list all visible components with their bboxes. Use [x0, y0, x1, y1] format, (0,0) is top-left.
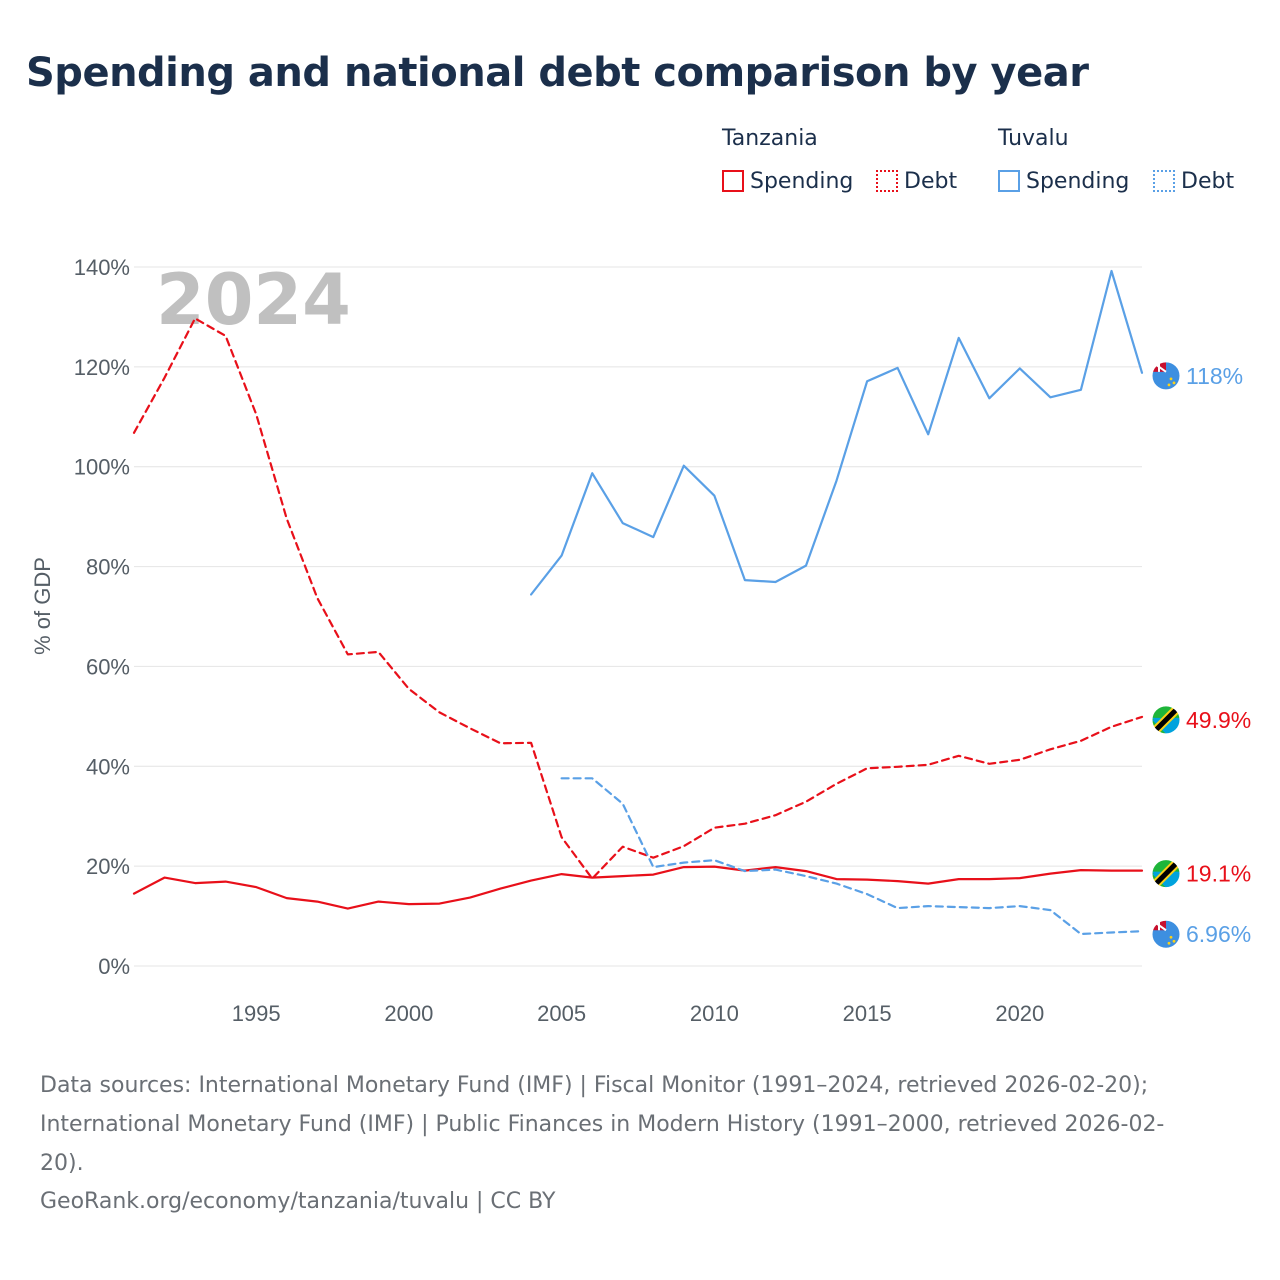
x-tick-label: 2005: [537, 1001, 586, 1026]
legend-item-tanzania-spending[interactable]: Spending: [722, 166, 853, 196]
legend-label-tuvalu-spending: Spending: [1026, 168, 1130, 194]
series-endpoints: 118% 49.9% 19.1% 6.96%: [1151, 361, 1251, 949]
end-value-label: 49.9%: [1186, 707, 1251, 733]
legend-item-tanzania-debt[interactable]: Debt: [876, 166, 957, 196]
series-line-tanzania-spending[interactable]: [132, 865, 1144, 910]
y-tick-label: 40%: [86, 754, 130, 779]
y-tick-label: 60%: [86, 654, 130, 679]
tuvalu-flag-icon: [1151, 361, 1181, 391]
legend-group-tanzania: Tanzania: [722, 126, 818, 151]
x-axis-ticks: 1995 2000 2005 2010 2015 2020: [232, 1001, 1045, 1026]
end-value-label: 19.1%: [1186, 861, 1251, 887]
tanzania-flag-icon: [1151, 705, 1181, 735]
line-chart: 2024 0% 20% 40% 60% 80% 100% 120% 140% 1995 2000…: [30, 255, 1251, 1026]
y-tick-label: 0%: [98, 954, 130, 979]
year-watermark: 2024: [156, 259, 351, 341]
legend-item-tuvalu-debt[interactable]: Debt: [1153, 166, 1234, 196]
legend-group-tuvalu: Tuvalu: [998, 126, 1069, 151]
source-note-line-3: 20).: [40, 1151, 84, 1176]
tanzania-flag-icon: [1151, 859, 1181, 889]
y-tick-label: 80%: [86, 555, 130, 580]
series-line-tanzania-debt[interactable]: [132, 317, 1144, 880]
legend-label-tanzania-debt: Debt: [904, 168, 958, 194]
source-note-line-1: Data sources: International Monetary Fun…: [40, 1073, 1149, 1098]
x-tick-label: 2015: [843, 1001, 892, 1026]
y-tick-label: 120%: [74, 355, 130, 380]
series-lines: [132, 269, 1144, 936]
x-tick-label: 2000: [384, 1001, 433, 1026]
source-note-line-2: International Monetary Fund (IMF) | Publ…: [40, 1112, 1165, 1137]
legend-item-tuvalu-spending[interactable]: Spending: [998, 166, 1129, 196]
tuvalu-flag-icon: [1151, 919, 1181, 949]
legend-swatch-dotted-red: [876, 170, 898, 192]
y-axis-ticks: 0% 20% 40% 60% 80% 100% 120% 140%: [74, 255, 130, 979]
legend-swatch-solid-red: [722, 170, 744, 192]
credit-link[interactable]: GeoRank.org/economy/tanzania/tuvalu | CC…: [40, 1189, 556, 1214]
y-axis-label: % of GDP: [30, 557, 55, 655]
legend-label-tuvalu-debt: Debt: [1181, 168, 1235, 194]
series-line-tuvalu-spending[interactable]: [529, 269, 1144, 596]
x-tick-label: 2010: [690, 1001, 739, 1026]
y-tick-label: 140%: [74, 255, 130, 280]
y-tick-label: 100%: [74, 455, 130, 480]
legend-swatch-dotted-blue: [1153, 170, 1175, 192]
end-value-label: 118%: [1186, 363, 1243, 389]
series-line-tuvalu-debt[interactable]: [560, 777, 1144, 936]
gridlines: [134, 266, 1142, 967]
x-tick-label: 2020: [995, 1001, 1044, 1026]
legend-label-tanzania-spending: Spending: [750, 168, 854, 194]
end-value-label: 6.96%: [1186, 921, 1251, 947]
y-tick-label: 20%: [86, 854, 130, 879]
chart-title: Spending and national debt comparison by…: [26, 50, 1089, 96]
x-tick-label: 1995: [232, 1001, 281, 1026]
legend-swatch-solid-blue: [998, 170, 1020, 192]
